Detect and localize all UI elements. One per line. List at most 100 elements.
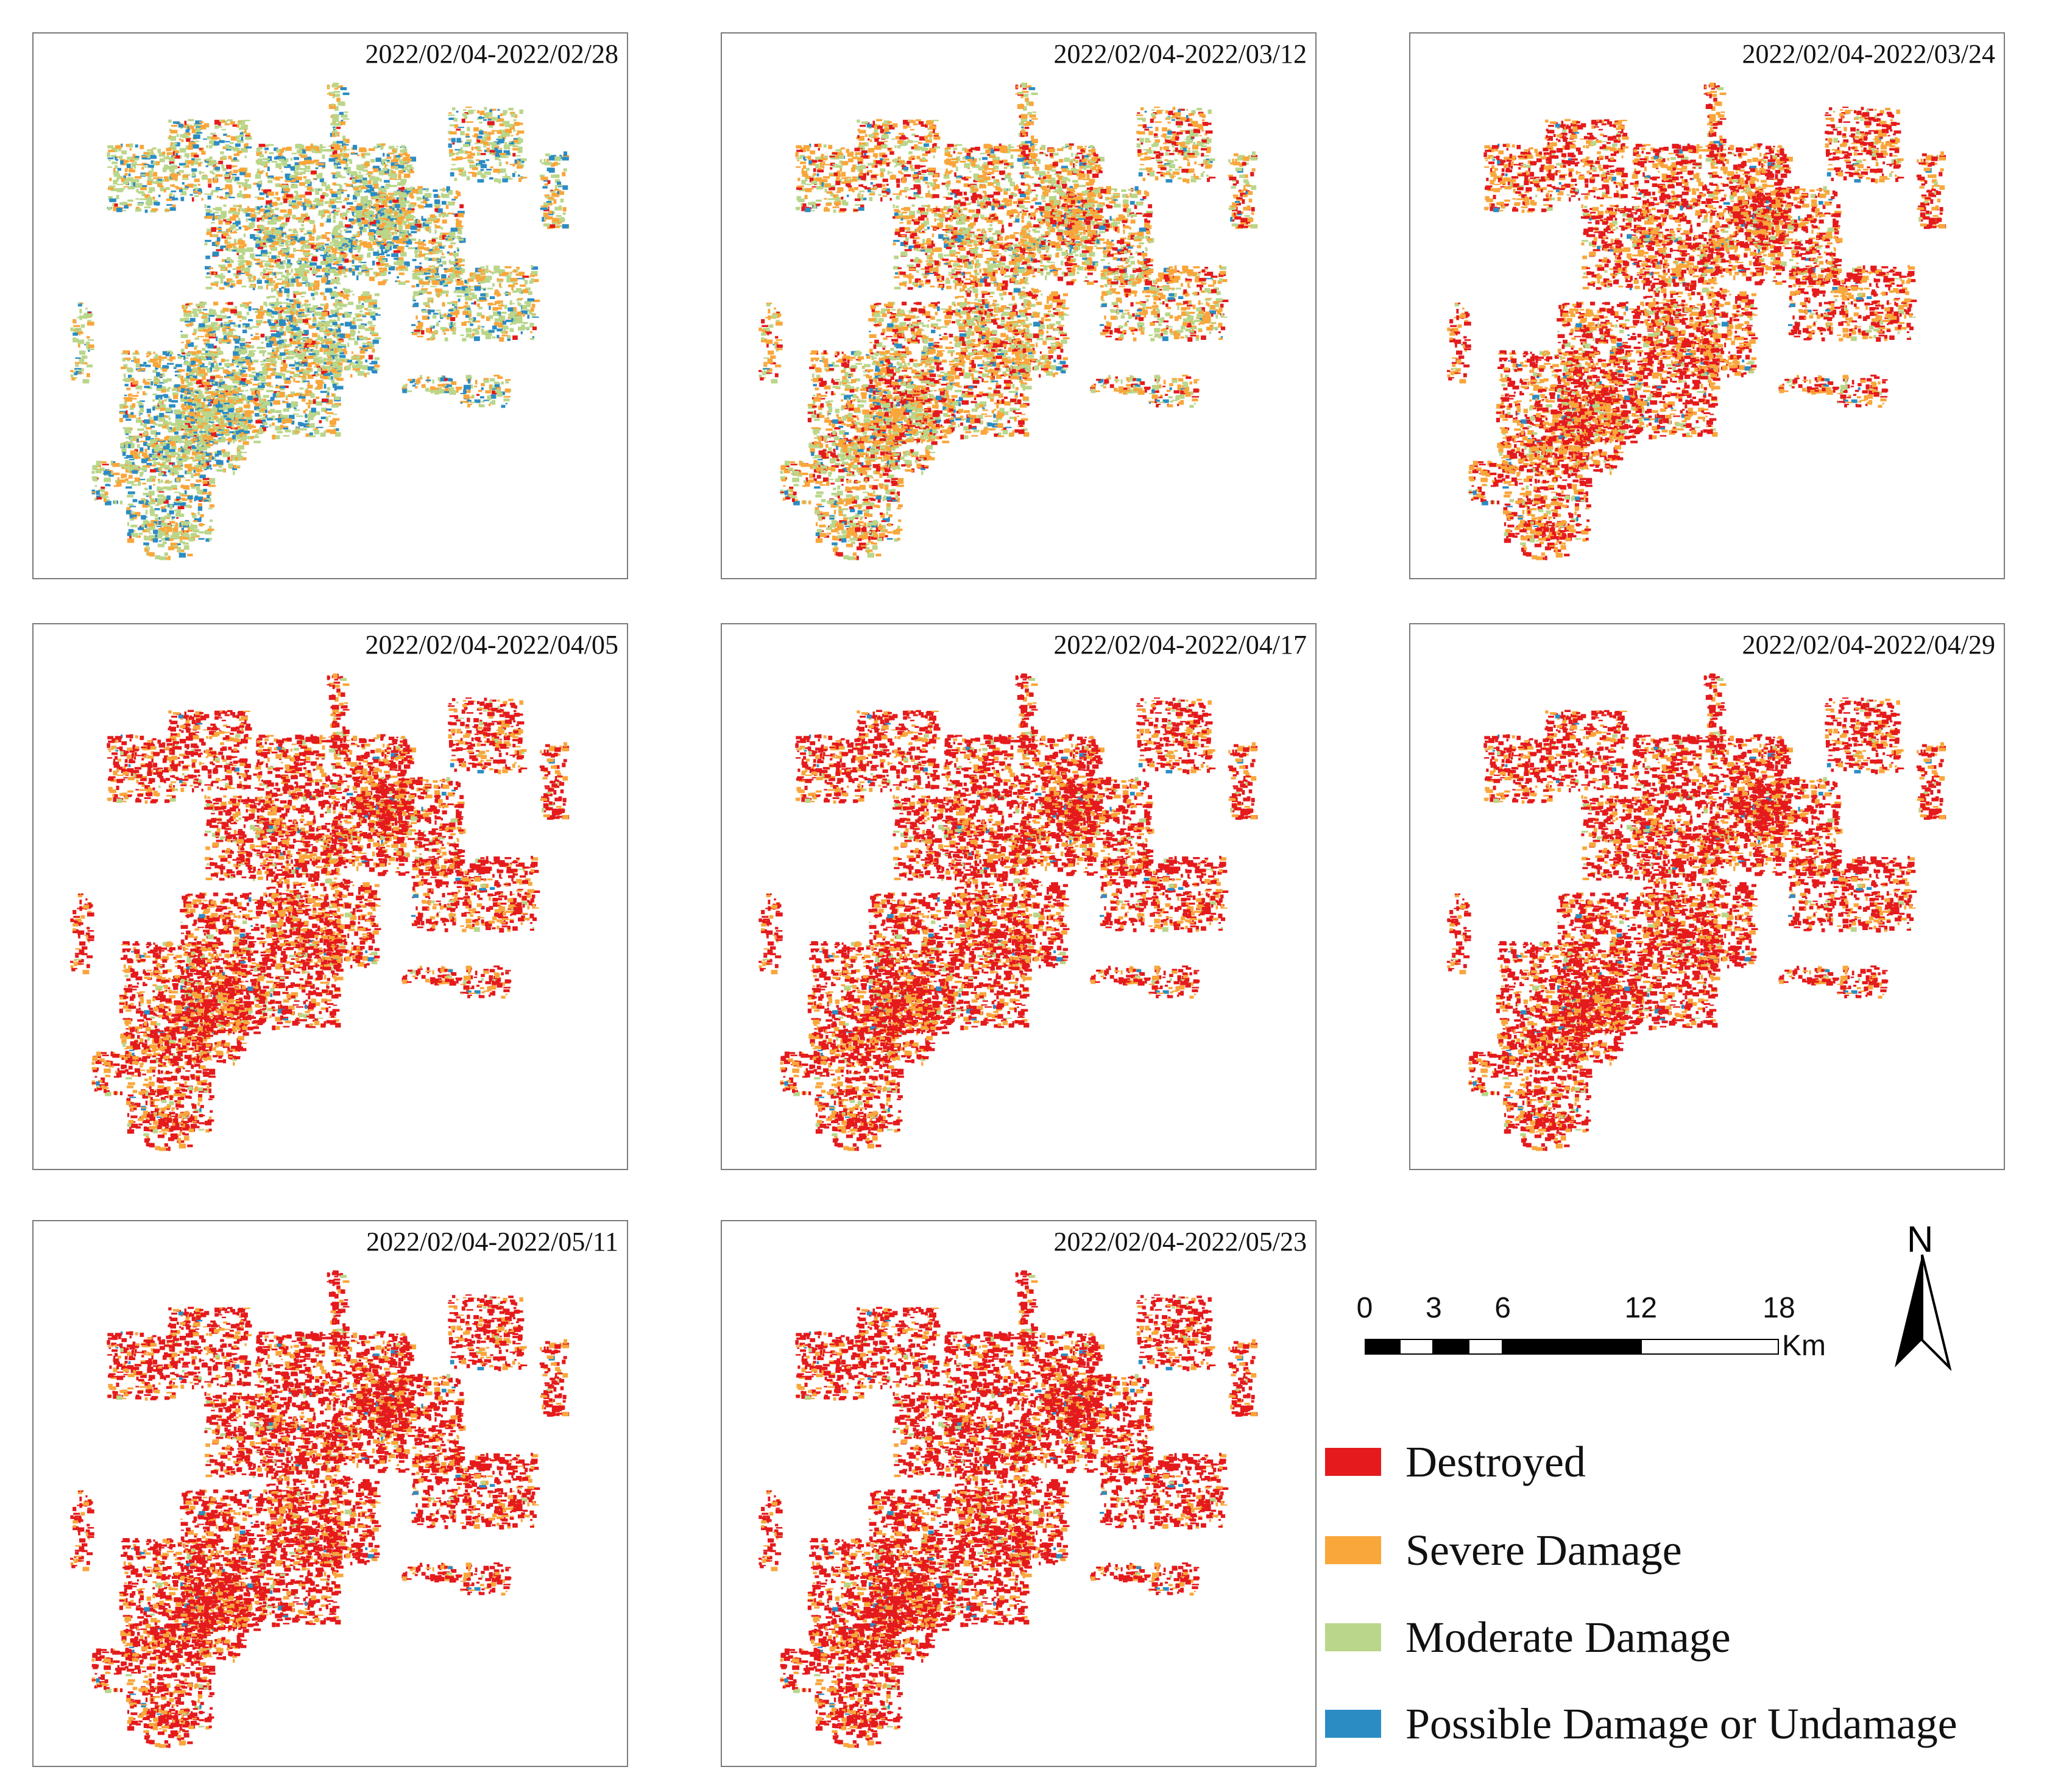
building-damage-mark (129, 378, 135, 381)
building-damage-mark (523, 289, 528, 294)
building-damage-mark (215, 187, 221, 189)
building-damage-mark (263, 321, 267, 323)
building-damage-mark (124, 428, 132, 434)
building-damage-mark (131, 162, 134, 168)
building-damage-mark (465, 295, 471, 301)
building-damage-mark (306, 282, 309, 287)
building-damage-mark (187, 160, 194, 164)
building-damage-mark (417, 327, 423, 331)
building-damage-mark (284, 286, 287, 289)
building-damage-mark (331, 404, 339, 408)
building-damage-mark (229, 459, 233, 462)
building-damage-mark (213, 177, 217, 180)
building-damage-mark (120, 160, 124, 164)
building-damage-mark (176, 134, 179, 137)
building-damage-mark (303, 330, 309, 335)
building-damage-mark (246, 311, 249, 316)
building-damage-mark (288, 321, 291, 325)
building-damage-mark (274, 307, 280, 311)
building-damage-mark (467, 305, 470, 309)
building-damage-mark (233, 351, 238, 354)
building-damage-mark (242, 359, 250, 361)
building-damage-mark (207, 136, 211, 139)
building-damage-mark (294, 348, 298, 352)
building-damage-mark (257, 168, 260, 173)
building-damage-mark (449, 326, 453, 329)
building-damage-mark (286, 418, 292, 423)
building-damage-mark (192, 403, 197, 406)
building-damage-mark (164, 423, 169, 427)
building-damage-mark (283, 358, 291, 360)
building-damage-mark (478, 160, 486, 164)
building-damage-mark (325, 220, 327, 223)
building-damage-mark (147, 176, 152, 181)
building-damage-mark (320, 195, 325, 199)
building-damage-mark (361, 323, 367, 326)
building-damage-mark (218, 122, 221, 126)
building-damage-mark (283, 376, 286, 380)
building-damage-mark (258, 382, 263, 385)
building-damage-mark (214, 459, 221, 461)
building-damage-mark (203, 425, 210, 429)
building-damage-mark (515, 160, 519, 165)
building-damage-mark (222, 359, 230, 362)
building-damage-mark (346, 171, 350, 174)
building-damage-mark (208, 315, 214, 317)
building-damage-mark (124, 205, 128, 209)
building-damage-mark (340, 215, 343, 218)
building-damage-mark (430, 214, 435, 218)
building-damage-mark (291, 350, 298, 356)
building-damage-mark (313, 284, 318, 286)
building-damage-mark (452, 267, 457, 270)
building-damage-mark (320, 255, 325, 256)
building-damage-mark (310, 143, 313, 147)
building-damage-mark (274, 147, 278, 151)
building-damage-mark (225, 194, 232, 198)
building-damage-mark (378, 260, 384, 263)
building-damage-mark (162, 365, 168, 370)
building-damage-mark (422, 310, 428, 313)
building-damage-mark (211, 412, 218, 416)
building-damage-mark (313, 411, 320, 415)
building-damage-mark (354, 176, 358, 179)
building-damage-mark (193, 308, 200, 311)
building-damage-mark (325, 330, 330, 333)
building-damage-mark (193, 161, 199, 165)
building-damage-mark (322, 166, 325, 168)
building-damage-mark (356, 305, 362, 309)
building-damage-mark (173, 395, 179, 400)
building-damage-mark (218, 465, 222, 468)
building-damage-mark (210, 334, 213, 336)
building-damage-mark (337, 378, 344, 381)
building-damage-mark (454, 196, 458, 199)
building-damage-mark (390, 173, 398, 178)
building-damage-mark (325, 275, 328, 278)
building-damage-mark (331, 232, 337, 237)
building-damage-mark (281, 186, 286, 188)
building-damage-mark (291, 185, 298, 189)
building-damage-mark (397, 182, 405, 186)
building-damage-mark (409, 190, 415, 194)
building-damage-mark (458, 169, 464, 172)
building-damage-mark (241, 125, 248, 130)
building-damage-mark (266, 363, 272, 365)
building-damage-mark (524, 302, 530, 304)
building-damage-mark (153, 161, 159, 166)
building-damage-mark (454, 149, 462, 151)
building-damage-mark (372, 317, 376, 320)
building-damage-mark (346, 298, 349, 301)
building-damage-mark (328, 370, 333, 372)
building-damage-mark (233, 355, 239, 359)
building-damage-mark (508, 273, 512, 275)
building-damage-mark (155, 353, 158, 357)
building-damage-mark (249, 306, 252, 311)
building-damage-mark (169, 207, 176, 211)
building-damage-mark (191, 392, 195, 397)
building-damage-mark (440, 250, 443, 253)
building-damage-mark (456, 247, 459, 250)
building-damage-mark (154, 468, 160, 472)
building-damage-mark (236, 456, 243, 459)
building-damage-mark (415, 219, 419, 224)
building-damage-mark (156, 388, 161, 391)
building-damage-mark (508, 141, 511, 143)
